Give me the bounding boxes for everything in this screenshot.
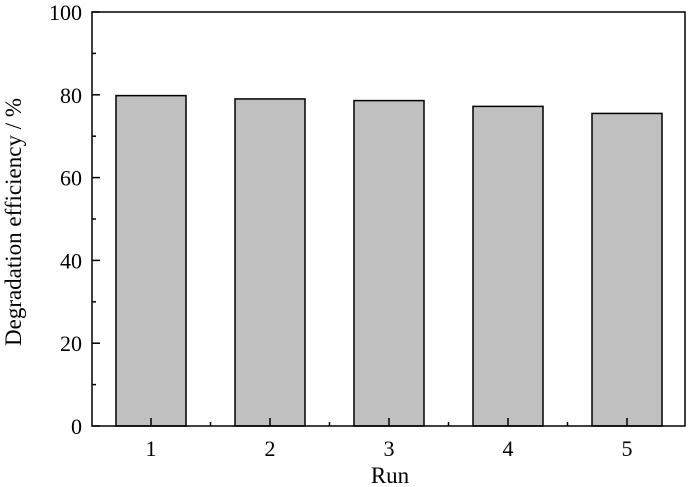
y-tick-label: 20 xyxy=(60,331,82,356)
bars-group xyxy=(115,94,663,427)
x-tick-label-3: 3 xyxy=(384,436,395,461)
x-axis-label: Run xyxy=(371,463,410,487)
x-tick-label-4: 4 xyxy=(503,436,514,461)
y-tick-label: 100 xyxy=(49,0,82,25)
y-tick-label: 40 xyxy=(60,248,82,273)
tick-labels-group: 0 20 40 60 80 100 1 2 3 4 5 xyxy=(49,0,633,461)
bar-run-2 xyxy=(234,98,306,427)
y-tick-label: 60 xyxy=(60,166,82,191)
x-tick-label-1: 1 xyxy=(146,436,157,461)
y-axis-label: Degradation efficiency / % xyxy=(1,98,26,346)
y-tick-label: 0 xyxy=(71,414,82,439)
bar-run-3 xyxy=(353,99,425,427)
x-tick-label-5: 5 xyxy=(622,436,633,461)
axes-group xyxy=(91,11,686,427)
x-tick-label-2: 2 xyxy=(265,436,276,461)
bar-run-4 xyxy=(472,105,544,427)
bar-run-5 xyxy=(591,112,663,427)
bar-run-1 xyxy=(115,94,187,427)
y-tick-label: 80 xyxy=(60,83,82,108)
